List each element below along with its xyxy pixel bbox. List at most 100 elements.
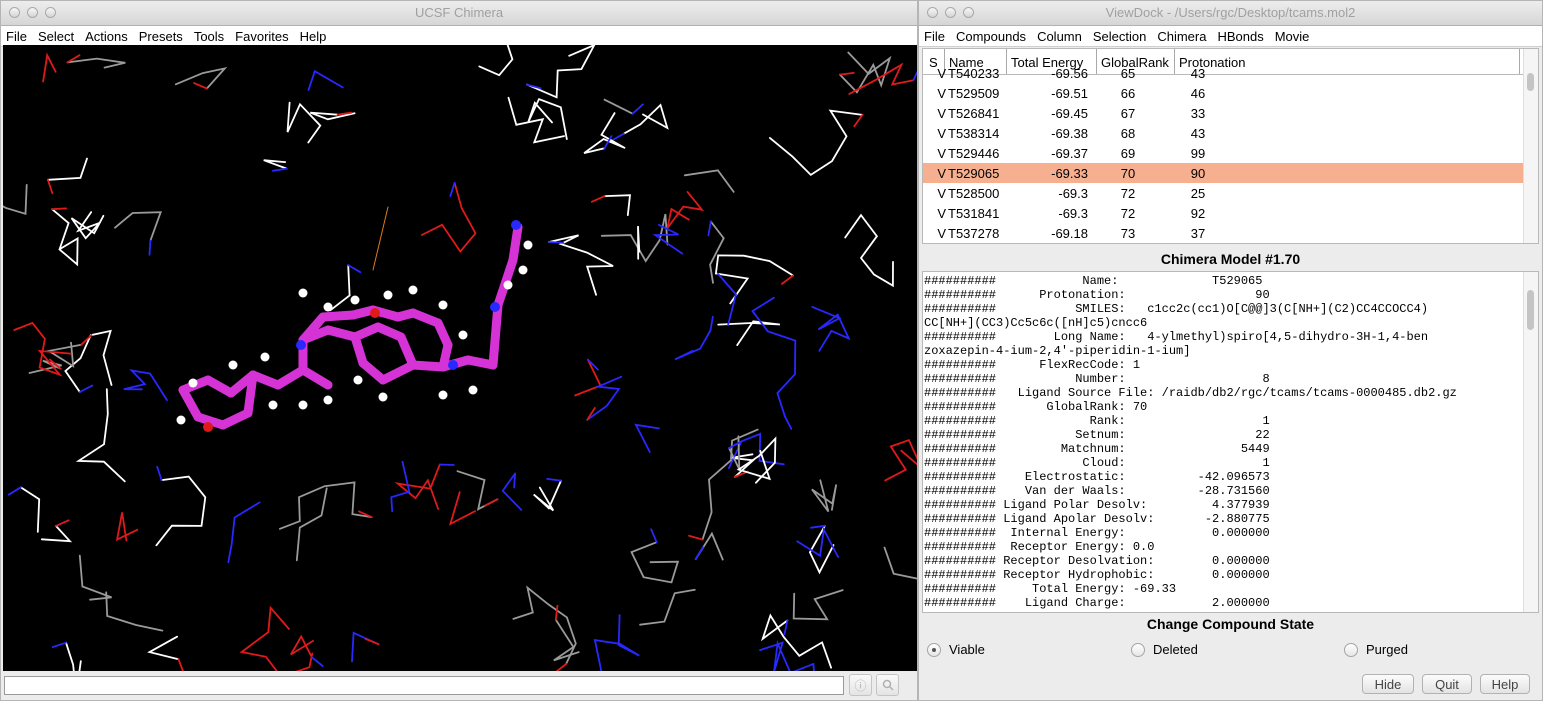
cell-name: T538314	[948, 125, 1000, 141]
table-row[interactable]: V T537278 -69.18 73 37	[923, 223, 1538, 243]
info-line: ########## Rank: 1	[924, 414, 1270, 428]
cell-name: T526841	[948, 105, 1000, 121]
menu-movie[interactable]: Movie	[1274, 28, 1310, 44]
info-scrollbar[interactable]	[1523, 272, 1538, 612]
state-deleted-radio[interactable]: Deleted	[1131, 642, 1198, 657]
dialog-buttons: Hide Quit Help	[1362, 674, 1530, 694]
zoom-window-button[interactable]	[45, 7, 56, 18]
cell-protonation: 46	[1190, 85, 1206, 101]
column-header-state[interactable]: S	[923, 49, 945, 74]
cell-rank: 72	[1120, 185, 1136, 201]
menu-chimera[interactable]: Chimera	[1157, 28, 1207, 44]
cell-name: T529065	[948, 165, 1000, 181]
cell-state: V	[937, 125, 946, 141]
cell-rank: 67	[1120, 105, 1136, 121]
cell-energy: -69.38	[1051, 125, 1088, 141]
column-header-total-energy[interactable]: Total Energy	[1007, 49, 1097, 74]
menu-tools[interactable]: Tools	[193, 28, 225, 44]
info-line: ########## FlexRecCode: 1	[924, 358, 1141, 372]
info-scroll-thumb[interactable]	[1527, 290, 1534, 330]
info-line: ########## Total Energy: -69.33	[924, 582, 1177, 596]
info-line: ########## Ligand Apolar Desolv: -2.8807…	[924, 512, 1270, 526]
molecule-viewport[interactable]	[3, 45, 917, 671]
table-row[interactable]: V T540233 -69.56 65 43	[923, 63, 1538, 83]
zoom-window-button[interactable]	[963, 7, 974, 18]
info-line: ########## Internal Energy: 0.000000	[924, 526, 1270, 540]
menu-hbonds[interactable]: HBonds	[1217, 28, 1264, 44]
info-line: CC[NH+](CC3)Cc5c6c([nH]c5)cncc6	[924, 316, 1148, 330]
menu-favorites[interactable]: Favorites	[235, 28, 289, 44]
table-scrollbar[interactable]	[1523, 49, 1538, 243]
cell-energy: -69.51	[1051, 85, 1088, 101]
state-viable-radio[interactable]: Viable	[927, 642, 985, 657]
close-window-button[interactable]	[9, 7, 20, 18]
cell-rank: 68	[1120, 125, 1136, 141]
chimera-menubar: File Select Actions Presets Tools Favori…	[1, 26, 917, 47]
cell-name: T537278	[948, 225, 1000, 241]
cell-name: T529446	[948, 145, 1000, 161]
hide-button[interactable]: Hide	[1362, 674, 1414, 694]
state-viable-label: Viable	[949, 642, 985, 657]
compound-table: S Name Total Energy GlobalRank Protonati…	[922, 48, 1539, 244]
table-row[interactable]: V T528500 -69.3 72 25	[923, 183, 1538, 203]
info-line: ########## Setnum: 22	[924, 428, 1270, 442]
window-title: ViewDock - /Users/rgc/Desktop/tcams.mol2	[1105, 5, 1356, 20]
table-row[interactable]: V T538314 -69.38 68 43	[923, 123, 1538, 143]
table-row[interactable]: V T529065 -69.33 70 90	[923, 163, 1538, 183]
menu-select[interactable]: Select	[37, 28, 75, 44]
cell-energy: -69.56	[1051, 65, 1088, 81]
table-row[interactable]: V T531841 -69.3 72 92	[923, 203, 1538, 223]
info-line: ########## Ligand Source File: /raidb/db…	[924, 386, 1457, 400]
ligand-sticks	[176, 220, 533, 432]
close-window-button[interactable]	[927, 7, 938, 18]
info-line: ########## Ligand Polar Desolv: 4.377939	[924, 498, 1270, 512]
window-controls	[9, 7, 56, 18]
state-purged-radio[interactable]: Purged	[1344, 642, 1408, 657]
hydrogen-bond-line	[372, 206, 389, 271]
menu-file[interactable]: File	[6, 28, 27, 44]
cell-energy: -69.3	[1058, 205, 1088, 221]
menu-help[interactable]: Help	[299, 28, 327, 44]
menu-column[interactable]: Column	[1037, 28, 1082, 44]
state-deleted-label: Deleted	[1153, 642, 1198, 657]
info-line: ########## Ligand Charge: 2.000000	[924, 596, 1270, 610]
table-scroll-thumb[interactable]	[1527, 73, 1534, 91]
table-row[interactable]: V T529446 -69.37 69 99	[923, 143, 1538, 163]
menu-file[interactable]: File	[924, 28, 945, 44]
info-button[interactable]: ⓘ	[849, 674, 872, 696]
minimize-window-button[interactable]	[27, 7, 38, 18]
help-button[interactable]: Help	[1480, 674, 1530, 694]
info-line: ########## SMILES: c1cc2c(cc1)O[C@@]3(C[…	[924, 302, 1429, 316]
cell-energy: -69.18	[1051, 225, 1088, 241]
cell-protonation: 43	[1190, 65, 1206, 81]
radio-unselected-icon	[1131, 642, 1145, 657]
menu-actions[interactable]: Actions	[85, 28, 128, 44]
info-line: ########## Cloud: 1	[924, 456, 1270, 470]
info-line: ########## Receptor Desolvation: 0.00000…	[924, 554, 1270, 568]
column-header-protonation[interactable]: Protonation	[1175, 49, 1520, 74]
molecule-graphics	[3, 45, 917, 671]
window-title: UCSF Chimera	[414, 5, 504, 20]
state-purged-label: Purged	[1366, 642, 1408, 657]
table-row[interactable]: V T526841 -69.45 67 33	[923, 103, 1538, 123]
cell-energy: -69.3	[1058, 185, 1088, 201]
column-header-name[interactable]: Name	[945, 49, 1007, 74]
cell-rank: 65	[1120, 65, 1136, 81]
command-line-input[interactable]	[4, 676, 844, 695]
search-button[interactable]	[876, 674, 899, 696]
menu-compounds[interactable]: Compounds	[955, 28, 1027, 44]
cell-protonation: 25	[1190, 185, 1206, 201]
viewdock-titlebar[interactable]: ViewDock - /Users/rgc/Desktop/tcams.mol2	[919, 1, 1542, 26]
minimize-window-button[interactable]	[945, 7, 956, 18]
model-info-panel: ########## Name: T529065 ########## Proto…	[922, 271, 1539, 613]
column-header-globalrank[interactable]: GlobalRank	[1097, 49, 1175, 74]
state-title: Change Compound State	[1146, 616, 1315, 632]
cell-energy: -69.45	[1051, 105, 1088, 121]
quit-button[interactable]: Quit	[1422, 674, 1472, 694]
chimera-titlebar[interactable]: UCSF Chimera	[1, 1, 917, 26]
cell-name: T531841	[948, 205, 1000, 221]
radio-selected-icon	[927, 642, 941, 657]
menu-selection[interactable]: Selection	[1092, 28, 1147, 44]
table-row[interactable]: V T529509 -69.51 66 46	[923, 83, 1538, 103]
menu-presets[interactable]: Presets	[138, 28, 183, 44]
